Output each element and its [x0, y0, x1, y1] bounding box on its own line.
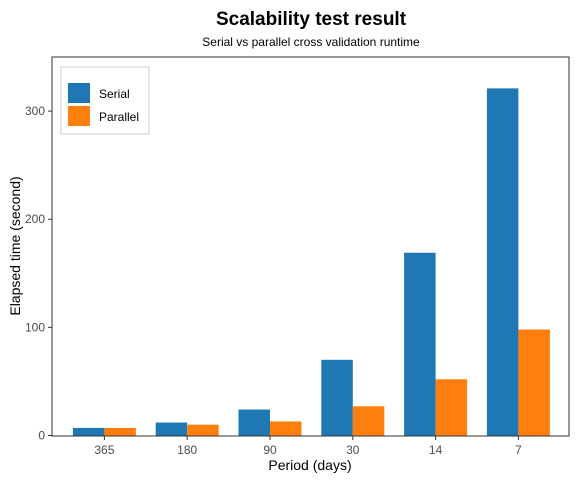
y-tick-label-0: 0 [38, 429, 45, 443]
chart-title: Scalability test result [216, 9, 407, 30]
plot-panel-border [51, 56, 570, 437]
bar-serial-14 [404, 252, 436, 436]
bars-group [72, 88, 550, 436]
bar-parallel-7 [518, 329, 550, 436]
bar-serial-90 [238, 409, 270, 436]
bar-serial-365 [72, 427, 105, 436]
bar-parallel-90 [270, 421, 302, 436]
bar-parallel-30 [352, 406, 385, 436]
bar-parallel-180 [187, 424, 219, 436]
chart-subtitle: Serial vs parallel cross validation runt… [202, 35, 420, 49]
bar-parallel-365 [104, 427, 136, 436]
legend: Serial Parallel [60, 66, 150, 135]
bar-parallel-14 [435, 379, 468, 436]
x-tick-label-7: 7 [515, 443, 522, 457]
legend-swatch-serial [68, 83, 90, 103]
y-tick-label-100: 100 [25, 320, 45, 334]
bar-serial-7 [486, 88, 519, 436]
y-axis-label: Elapsed time (second) [7, 176, 23, 315]
x-axis-label: Period (days) [268, 457, 351, 473]
y-tick-label-200: 200 [25, 212, 45, 226]
x-tick-label-14: 14 [429, 443, 443, 457]
x-tick-label-180: 180 [177, 443, 197, 457]
x-tick-label-30: 30 [346, 443, 360, 457]
legend-label-serial: Serial [99, 87, 130, 101]
y-tick-label-300: 300 [25, 104, 45, 118]
legend-swatch-parallel [68, 106, 90, 126]
bar-serial-180 [155, 422, 188, 436]
axes-group: 365 180 90 30 14 7 0 100 200 300 [25, 104, 522, 457]
x-tick-label-365: 365 [94, 443, 114, 457]
bar-serial-30 [321, 359, 353, 436]
x-tick-label-90: 90 [263, 443, 277, 457]
legend-label-parallel: Parallel [99, 110, 139, 124]
